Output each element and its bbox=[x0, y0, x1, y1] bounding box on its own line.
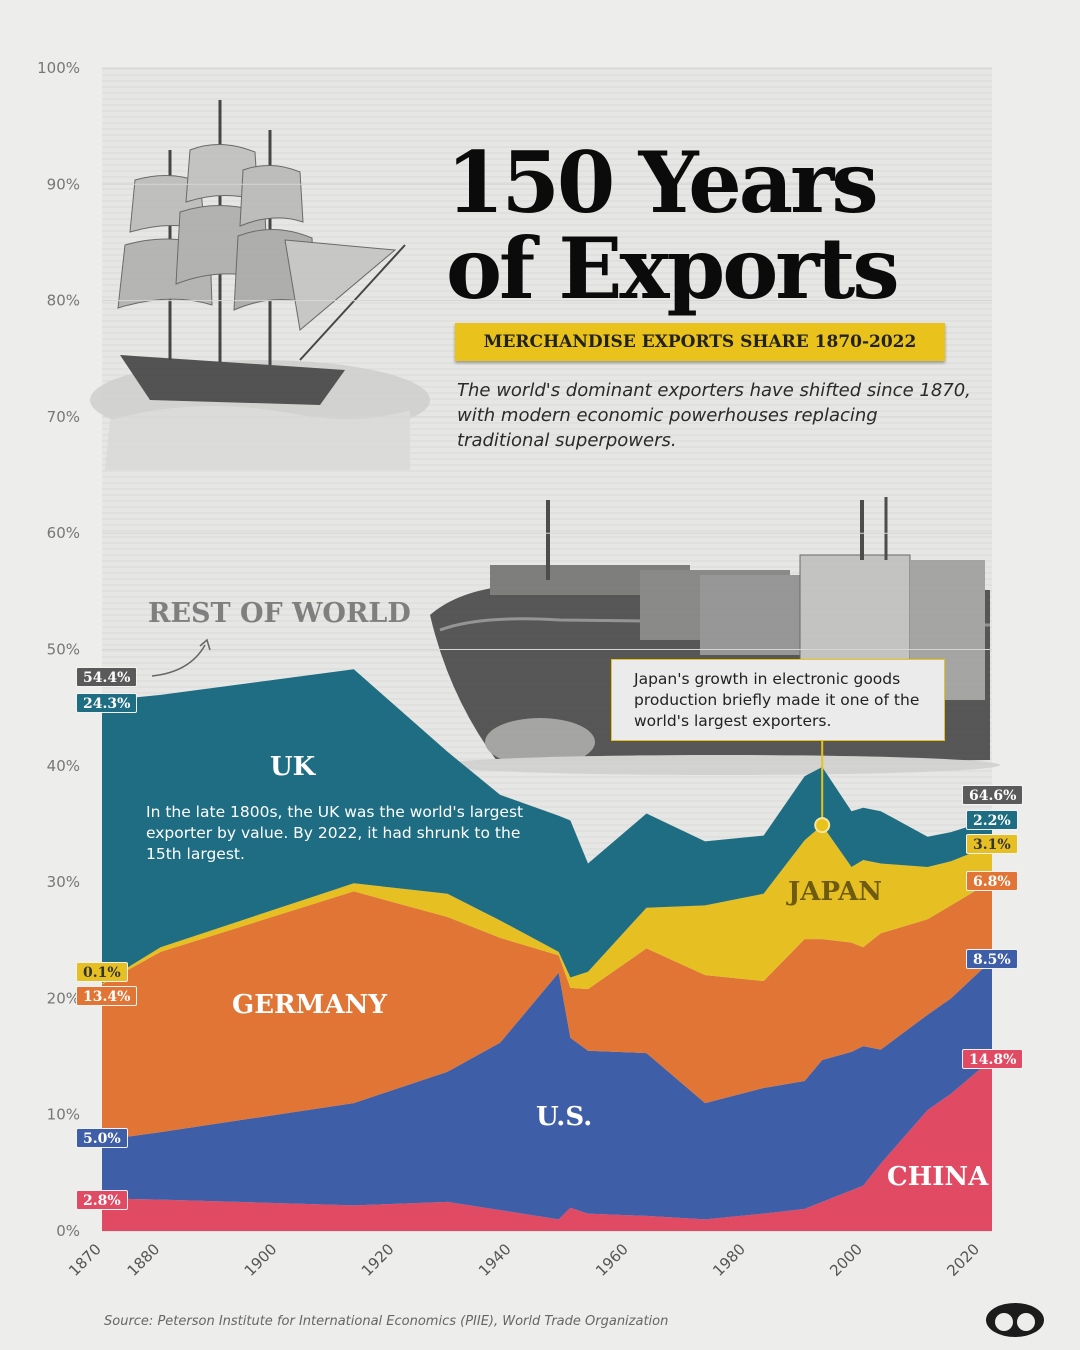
end-tag-us: 8.5% bbox=[966, 949, 1018, 969]
x-tick-label: 1960 bbox=[592, 1240, 632, 1280]
y-tick-label: 50% bbox=[47, 641, 80, 659]
end-tag-uk: 2.2% bbox=[966, 810, 1018, 830]
japan-note: Japan's growth in electronic goods produ… bbox=[611, 659, 945, 741]
y-tick-label: 30% bbox=[47, 873, 80, 891]
stacked-areas bbox=[102, 669, 992, 1231]
uk-label: UK bbox=[270, 752, 316, 782]
us-label: U.S. bbox=[536, 1102, 593, 1132]
start-tag-japan: 0.1% bbox=[76, 962, 128, 982]
end-tag-germany: 6.8% bbox=[966, 871, 1018, 891]
area-germany bbox=[102, 880, 992, 1141]
start-tag-rest: 54.4% bbox=[76, 667, 138, 687]
area-us bbox=[102, 960, 992, 1220]
subtitle-banner: MERCHANDISE EXPORTS SHARE 1870-2022 bbox=[455, 323, 945, 361]
y-tick-label: 20% bbox=[47, 989, 80, 1007]
y-tick-label: 80% bbox=[47, 292, 80, 310]
rest-of-world-arrowhead bbox=[199, 638, 211, 651]
area-china bbox=[102, 1058, 992, 1231]
source-note: Source: Peterson Institute for Internati… bbox=[104, 1314, 669, 1329]
y-axis: 0% 10% 20% 30% 40% 50% 60% 70% 80% 90% 100% bbox=[37, 59, 80, 1240]
germany-label: GERMANY bbox=[232, 990, 387, 1020]
japan-peak-dot bbox=[814, 817, 831, 834]
x-tick-label: 1900 bbox=[241, 1240, 281, 1280]
x-tick-label: 1940 bbox=[475, 1240, 515, 1280]
japan-label: JAPAN bbox=[788, 877, 883, 907]
y-tick-label: 0% bbox=[56, 1222, 80, 1240]
x-axis: 1870 1880 1900 1920 1940 1960 1980 2000 2020 bbox=[65, 1240, 983, 1280]
x-tick-label: 2020 bbox=[943, 1240, 983, 1280]
end-tag-rest: 64.6% bbox=[962, 785, 1024, 805]
start-tag-uk: 24.3% bbox=[76, 693, 138, 713]
x-tick-label: 1870 bbox=[65, 1240, 105, 1280]
subtitle-text: The world's dominant exporters have shif… bbox=[457, 380, 971, 451]
uk-note: In the late 1800s, the UK was the world'… bbox=[146, 803, 524, 863]
x-tick-label: 2000 bbox=[826, 1240, 866, 1280]
area-uk bbox=[102, 669, 992, 984]
y-tick-label: 90% bbox=[47, 175, 80, 193]
start-tag-germany: 13.4% bbox=[76, 986, 138, 1006]
start-tag-china: 2.8% bbox=[76, 1190, 128, 1210]
rest-of-world-arrow bbox=[151, 644, 206, 677]
end-tag-china: 14.8% bbox=[962, 1049, 1024, 1069]
y-tick-label: 10% bbox=[47, 1106, 80, 1124]
area-japan bbox=[102, 825, 992, 990]
x-tick-label: 1880 bbox=[124, 1240, 164, 1280]
y-tick-label: 70% bbox=[47, 408, 80, 426]
china-label: CHINA bbox=[887, 1162, 989, 1192]
rest-of-world-label: REST OF WORLD bbox=[148, 598, 411, 629]
y-tick-label: 100% bbox=[37, 59, 80, 77]
sailing-ship-illustration bbox=[90, 100, 430, 470]
publisher-logo-icon bbox=[986, 1303, 1044, 1337]
start-tag-us: 5.0% bbox=[76, 1128, 128, 1148]
x-tick-label: 1920 bbox=[358, 1240, 398, 1280]
x-tick-label: 1980 bbox=[709, 1240, 749, 1280]
y-tick-label: 60% bbox=[47, 524, 80, 542]
page-title: 150 Years of Exports bbox=[446, 133, 900, 318]
end-tag-japan: 3.1% bbox=[966, 834, 1018, 854]
y-tick-label: 40% bbox=[47, 757, 80, 775]
